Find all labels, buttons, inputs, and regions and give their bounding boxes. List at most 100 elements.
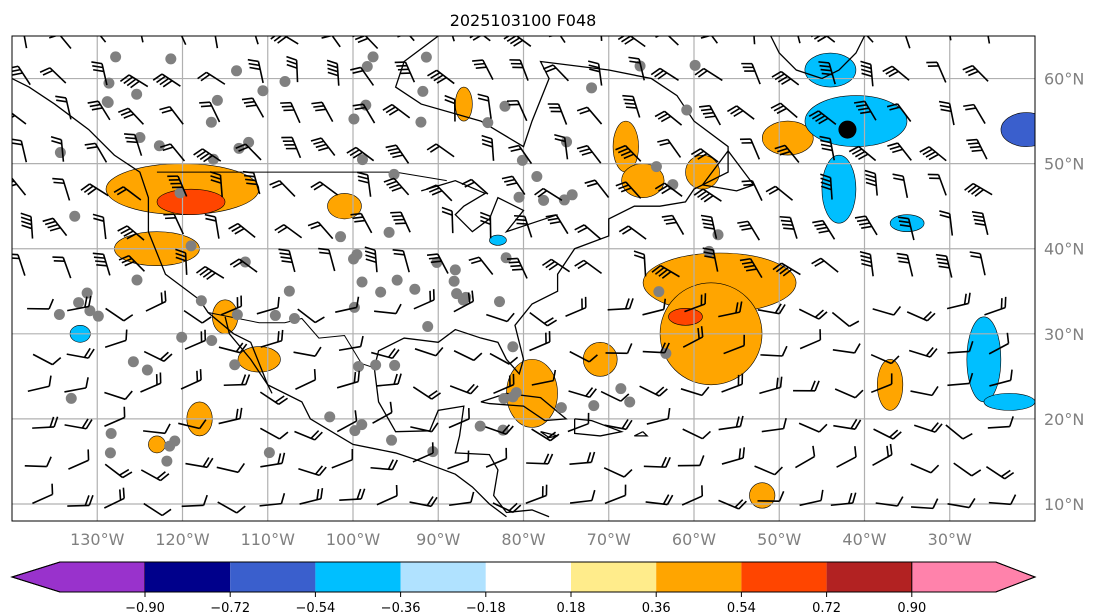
barb-feather xyxy=(162,146,174,152)
barb-feather xyxy=(391,186,403,192)
barb-feather xyxy=(120,110,132,116)
barb-feather xyxy=(199,268,210,276)
barb-feather xyxy=(929,177,940,180)
barb-feather xyxy=(699,455,705,466)
wind-barb xyxy=(633,250,647,277)
barb-feather xyxy=(657,72,668,80)
barb-feather xyxy=(810,380,816,392)
barb-staff xyxy=(832,349,855,354)
barb-feather xyxy=(232,260,243,268)
barb-staff xyxy=(217,501,238,514)
wind-barb xyxy=(280,101,301,124)
barb-feather xyxy=(278,397,288,405)
barb-feather xyxy=(508,144,520,149)
wind-barb xyxy=(607,298,634,311)
barb-feather xyxy=(167,25,178,33)
wind-barb xyxy=(694,67,723,82)
barb-feather xyxy=(812,219,824,224)
wind-barb xyxy=(726,105,755,120)
barb-feather xyxy=(430,260,442,264)
wind-barb xyxy=(741,179,763,201)
barb-feather xyxy=(269,179,280,186)
wind-barb xyxy=(489,352,519,365)
barb-feather xyxy=(701,485,704,497)
barb-staff xyxy=(987,425,1010,429)
wind-barb xyxy=(599,36,603,41)
barb-feather xyxy=(197,71,207,80)
colorbar-segment xyxy=(400,562,486,592)
barb-staff xyxy=(104,416,125,428)
barb-feather xyxy=(816,226,828,231)
barb-feather xyxy=(315,108,327,112)
coastline xyxy=(634,431,649,437)
barb-feather xyxy=(743,334,746,346)
barb-feather xyxy=(587,412,590,424)
barb-feather xyxy=(393,218,405,221)
barb-feather xyxy=(506,257,518,260)
barb-feather xyxy=(273,36,284,42)
barb-feather xyxy=(505,447,508,459)
wind-barb xyxy=(468,256,494,276)
barb-feather xyxy=(586,452,592,463)
barb-staff xyxy=(911,506,934,510)
barb-feather xyxy=(92,65,104,69)
barb-feather xyxy=(781,223,793,227)
barb-feather xyxy=(859,222,870,226)
wind-barb xyxy=(124,133,143,156)
barb-feather xyxy=(119,74,130,82)
barb-feather xyxy=(741,373,744,385)
barb-feather xyxy=(926,61,938,64)
wind-barb xyxy=(27,298,55,310)
barb-feather xyxy=(281,136,293,139)
anomaly-contour xyxy=(1000,112,1035,147)
wind-barb xyxy=(298,465,327,477)
barb-feather xyxy=(91,61,103,65)
barb-feather xyxy=(735,416,740,428)
wind-barb xyxy=(774,144,800,164)
barb-feather xyxy=(621,419,629,430)
barb-feather xyxy=(929,348,938,358)
barb-feather xyxy=(467,292,471,304)
barb-feather xyxy=(657,138,668,143)
barb-feather xyxy=(547,453,554,465)
barb-feather xyxy=(175,256,187,262)
barb-staff xyxy=(836,456,857,468)
barb-feather xyxy=(545,484,548,496)
barb-feather xyxy=(771,70,782,78)
station-dot xyxy=(516,154,528,166)
barb-feather xyxy=(741,261,753,265)
barb-feather xyxy=(391,459,398,470)
barb-feather xyxy=(542,258,552,267)
wind-barb xyxy=(984,296,1007,316)
station-dot xyxy=(335,231,347,243)
barb-feather xyxy=(654,110,665,118)
wind-barb xyxy=(947,340,974,354)
barb-feather xyxy=(56,99,67,103)
station-dot xyxy=(624,396,636,408)
barb-feather xyxy=(387,459,395,470)
wind-barb xyxy=(718,499,747,510)
barb-feather xyxy=(654,267,665,275)
wind-barb xyxy=(453,350,483,362)
barb-staff xyxy=(947,350,970,354)
barb-feather xyxy=(851,148,863,155)
wind-barb xyxy=(506,99,528,122)
station-dot xyxy=(92,310,104,322)
barb-staff xyxy=(331,459,353,469)
barb-feather xyxy=(938,23,949,29)
station-dot xyxy=(205,116,217,128)
barb-feather xyxy=(850,418,858,429)
barb-feather xyxy=(743,22,753,27)
barb-staff xyxy=(412,452,434,463)
barb-feather xyxy=(963,103,974,108)
wind-barb xyxy=(989,369,1013,387)
barb-feather xyxy=(700,326,704,338)
wind-barb xyxy=(615,181,642,199)
barb-feather xyxy=(52,357,62,366)
wind-barb xyxy=(426,184,453,202)
barb-feather xyxy=(970,255,982,259)
wind-barb xyxy=(962,64,989,82)
wind-barb xyxy=(723,334,746,355)
barb-feather xyxy=(389,401,393,413)
